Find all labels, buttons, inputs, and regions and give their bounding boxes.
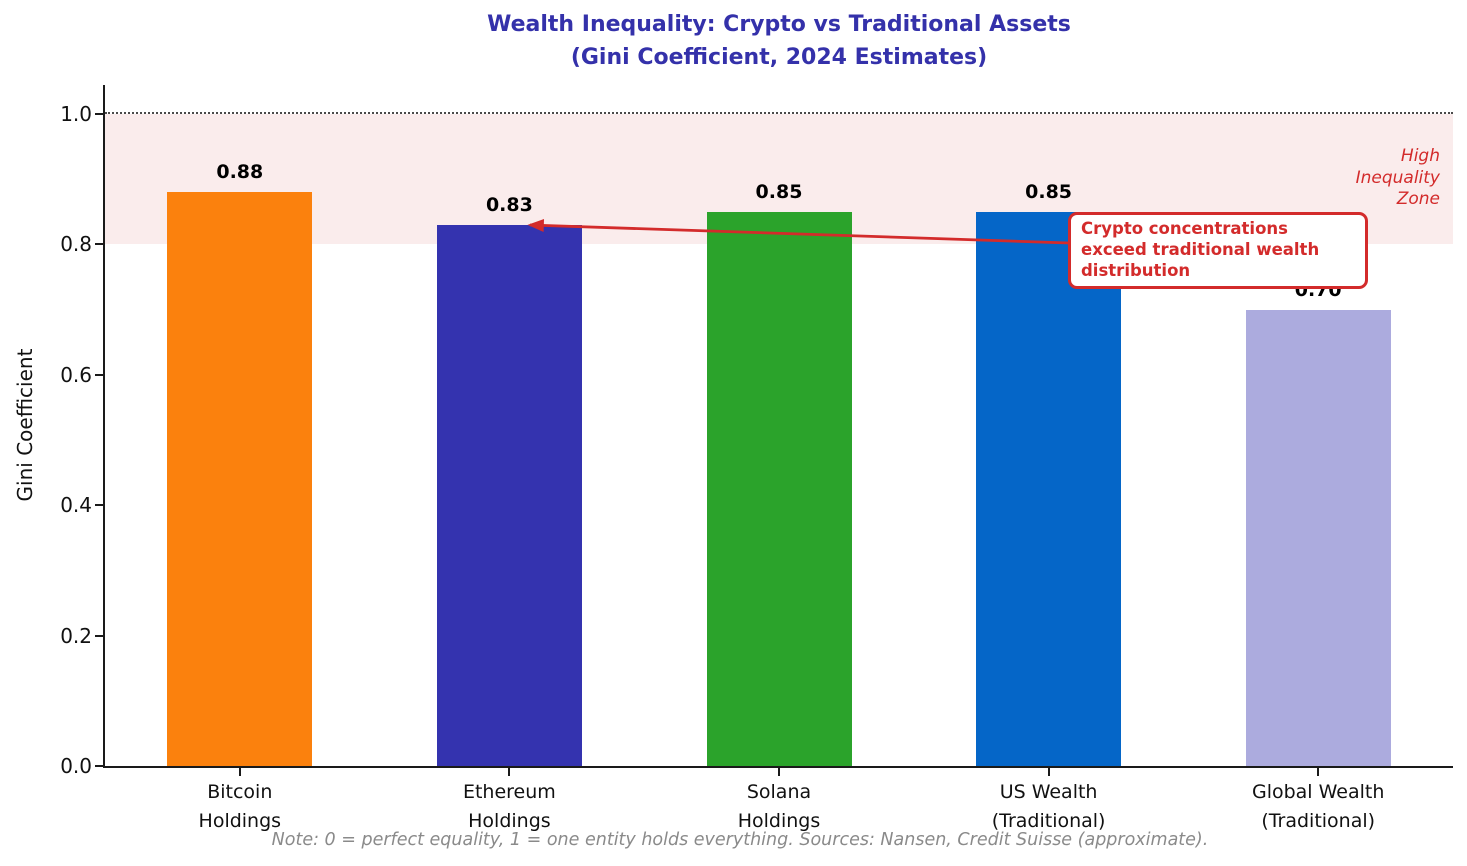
y-tick-mark [95,504,103,507]
y-tick-mark [95,113,103,115]
x-tick-label: Global Wealth (Traditional) [1251,781,1385,832]
x-tick-label: US Wealth (Traditional) [991,781,1106,832]
y-tick-mark [95,373,103,376]
bar-value-label: 0.83 [485,193,533,216]
bar-value-label: 0.85 [755,180,803,203]
bar-bitcoin [167,192,313,766]
x-axis-spine [103,766,1453,768]
bar-solana [706,211,852,766]
y-tick-mark [95,634,103,637]
bar-value-label: 0.85 [1025,180,1073,203]
footnote: Note: 0 = perfect equality, 1 = one enti… [271,830,1209,850]
annotation-line-3: distribution [1081,261,1191,281]
bar-value-label: 0.88 [216,161,264,184]
bar-us-wealth [976,211,1122,766]
chart-title-block: Wealth Inequality: Crypto vs Traditional… [105,8,1453,74]
annotation-line-2: exceed traditional wealth [1081,240,1320,260]
x-tick-label: Bitcoin Holdings [198,781,282,832]
chart-subtitle: (Gini Coefficient, 2024 Estimates) [570,45,988,70]
x-tick-mark [1317,768,1320,776]
zone-label-line-2: Inequality [1355,167,1440,188]
annotation-line-1: Crypto concentrations [1081,219,1288,238]
y-axis-spine [103,85,105,768]
chart-title: Wealth Inequality: Crypto vs Traditional… [487,12,1071,37]
zone-label-line-3: Zone [1396,189,1440,210]
high-inequality-zone-label: High Inequality Zone [1240,146,1440,211]
bar-ethereum [436,224,582,766]
x-tick-mark [1047,768,1050,776]
y-tick-label: 0.6 [60,362,92,387]
y-tick-label: 0.4 [60,493,92,518]
x-tick-label: Solana Holdings [737,781,821,832]
y-tick-mark [95,765,103,767]
annotation-box: Crypto concentrations exceed traditional… [1068,212,1368,290]
bar-global-wealth [1245,309,1391,766]
y-tick-label: 0.2 [60,623,92,648]
y-tick-mark [95,243,103,246]
y-tick-label: 0.0 [60,754,92,778]
y-axis-label: Gini Coefficient [13,348,37,502]
y-tick-label: 1.0 [60,102,92,126]
x-tick-mark [508,768,511,776]
y-tick-label: 0.8 [60,232,92,257]
x-tick-label: Ethereum Holdings [462,781,556,832]
x-tick-mark [778,768,780,776]
zone-label-line-1: High [1400,146,1440,166]
x-tick-mark [238,768,241,776]
reference-line-1.0 [105,112,1453,114]
